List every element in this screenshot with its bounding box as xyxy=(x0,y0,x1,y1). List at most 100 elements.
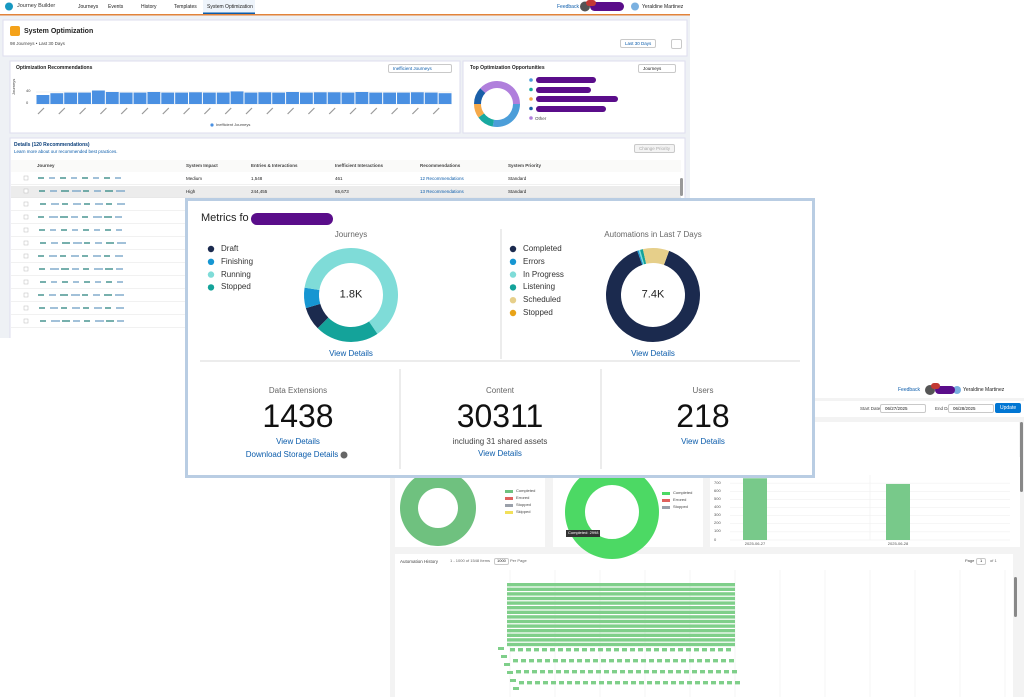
column-header[interactable]: Entries & Interactions xyxy=(251,163,298,168)
timeline-bar xyxy=(598,648,603,652)
x-tick-smudge xyxy=(411,107,419,115)
timeline-bar xyxy=(507,638,735,642)
column-header[interactable]: System Priority xyxy=(508,163,542,168)
legend-label: Completed xyxy=(523,244,562,253)
x-tick-smudge xyxy=(183,107,191,115)
blurred-name xyxy=(50,307,58,309)
stat-link[interactable]: View Details xyxy=(276,437,320,446)
timeline-bar xyxy=(583,681,588,685)
user-menu[interactable]: Yeraldine Martinez xyxy=(642,4,684,10)
legend-swatch xyxy=(662,499,670,502)
timeline-bar xyxy=(694,648,699,652)
page-size-select[interactable]: 1000 xyxy=(494,558,509,565)
timeline-bar xyxy=(574,648,579,652)
y-tick-label: 300 xyxy=(714,512,721,518)
nav-tab[interactable]: Journeys xyxy=(78,4,99,10)
stat-link[interactable]: View Details xyxy=(478,449,522,458)
user-menu[interactable]: Yeraldine Martinez xyxy=(963,387,1005,393)
blurred-name xyxy=(71,294,80,296)
column-header[interactable]: Recommendations xyxy=(420,163,461,168)
update-button[interactable]: Update xyxy=(995,403,1022,413)
timeline-bar xyxy=(705,659,710,663)
metrics-card: Metrics fo Journeys Draft Finishing Running S… xyxy=(185,198,815,478)
date-input[interactable]: 06/28/2025 xyxy=(948,404,994,414)
timeline-bar xyxy=(735,681,740,685)
redaction xyxy=(536,96,618,102)
filter-dropdown[interactable]: Inefficient Journeys xyxy=(388,64,452,74)
donut-segment xyxy=(480,81,520,104)
x-tick-smudge xyxy=(141,107,149,115)
filter-dropdown[interactable]: Journeys xyxy=(638,64,676,74)
timeline-bar xyxy=(567,681,572,685)
blurred-name xyxy=(115,255,123,257)
donut-segment xyxy=(642,248,670,265)
timeline-bar xyxy=(668,670,673,674)
view-details-link[interactable]: View Details xyxy=(329,349,373,358)
y-tick-label: 200 xyxy=(714,520,721,526)
bar xyxy=(397,92,410,104)
blurred-name xyxy=(116,268,123,270)
legend-dot xyxy=(509,245,517,253)
table-cell[interactable]: 13 Recommendations xyxy=(420,189,464,194)
help-link[interactable]: Learn more about our recommended best pr… xyxy=(14,149,118,154)
timeline-bar xyxy=(556,670,561,674)
table-cell: Medium xyxy=(186,176,203,181)
timeline-bar xyxy=(551,681,556,685)
badge xyxy=(586,0,596,6)
blurred-name xyxy=(82,294,88,296)
nav-tab[interactable]: History xyxy=(141,4,157,10)
date-range-button[interactable]: Last 30 Days xyxy=(620,39,657,49)
stat-link[interactable]: Download Storage Details xyxy=(245,450,339,459)
blurred-name xyxy=(71,255,79,257)
timeline-bar xyxy=(665,659,670,663)
blurred-name xyxy=(38,294,44,296)
timeline-bar xyxy=(518,648,523,652)
bar xyxy=(36,95,50,104)
per-page-label: Per Page xyxy=(510,558,527,563)
feedback-link[interactable]: Feedback xyxy=(898,387,920,393)
timeline-bar xyxy=(732,670,737,674)
y-tick-label: 600 xyxy=(714,487,721,493)
blurred-name xyxy=(104,177,110,179)
timeline-bar xyxy=(526,648,531,652)
date-input[interactable]: 06/27/2025 xyxy=(880,404,926,414)
blurred-name xyxy=(39,229,45,231)
nav-accent xyxy=(0,14,690,16)
timeline-bar xyxy=(569,659,574,663)
donut-segment xyxy=(305,303,329,329)
column-header[interactable]: Journey xyxy=(37,163,55,168)
timeline-bar xyxy=(585,659,590,663)
app-logo xyxy=(5,2,13,11)
timeline-bar xyxy=(636,670,641,674)
timeline-bar xyxy=(507,587,735,591)
x-tick-smudge xyxy=(99,107,107,115)
timeline-bar xyxy=(713,659,718,663)
x-tick-smudge xyxy=(328,107,336,115)
column-header[interactable]: Inefficient Interactions xyxy=(335,163,384,168)
panel-title: Automation History xyxy=(400,559,439,564)
blurred-name xyxy=(106,242,114,244)
page-input[interactable]: 1 xyxy=(976,558,987,565)
feedback-link[interactable]: Feedback xyxy=(557,4,579,10)
blurred-name xyxy=(94,190,101,192)
table-cell: 461 xyxy=(335,176,343,181)
change-priority-button[interactable]: Change Priority xyxy=(634,144,676,154)
donut-segment xyxy=(492,104,520,127)
timeline-bar xyxy=(700,670,705,674)
nav-tab[interactable]: Events xyxy=(108,4,124,10)
view-details-link[interactable]: View Details xyxy=(631,349,675,358)
legend-label: Running xyxy=(221,269,251,279)
stat-link[interactable]: View Details xyxy=(681,437,725,446)
bar xyxy=(119,92,133,104)
table-cell[interactable]: 12 Recommendations xyxy=(420,176,464,181)
nav-tab[interactable]: Templates xyxy=(174,4,197,10)
column-header[interactable]: System Impact xyxy=(186,163,218,168)
nav-tab[interactable]: System Optimization xyxy=(207,4,253,10)
blurred-name xyxy=(115,216,122,218)
legend-label: Completed xyxy=(673,489,693,495)
x-tick-smudge xyxy=(120,107,128,115)
timeline-bar xyxy=(537,659,542,663)
bar xyxy=(410,92,424,104)
y-tick-label: 500 xyxy=(714,495,721,501)
